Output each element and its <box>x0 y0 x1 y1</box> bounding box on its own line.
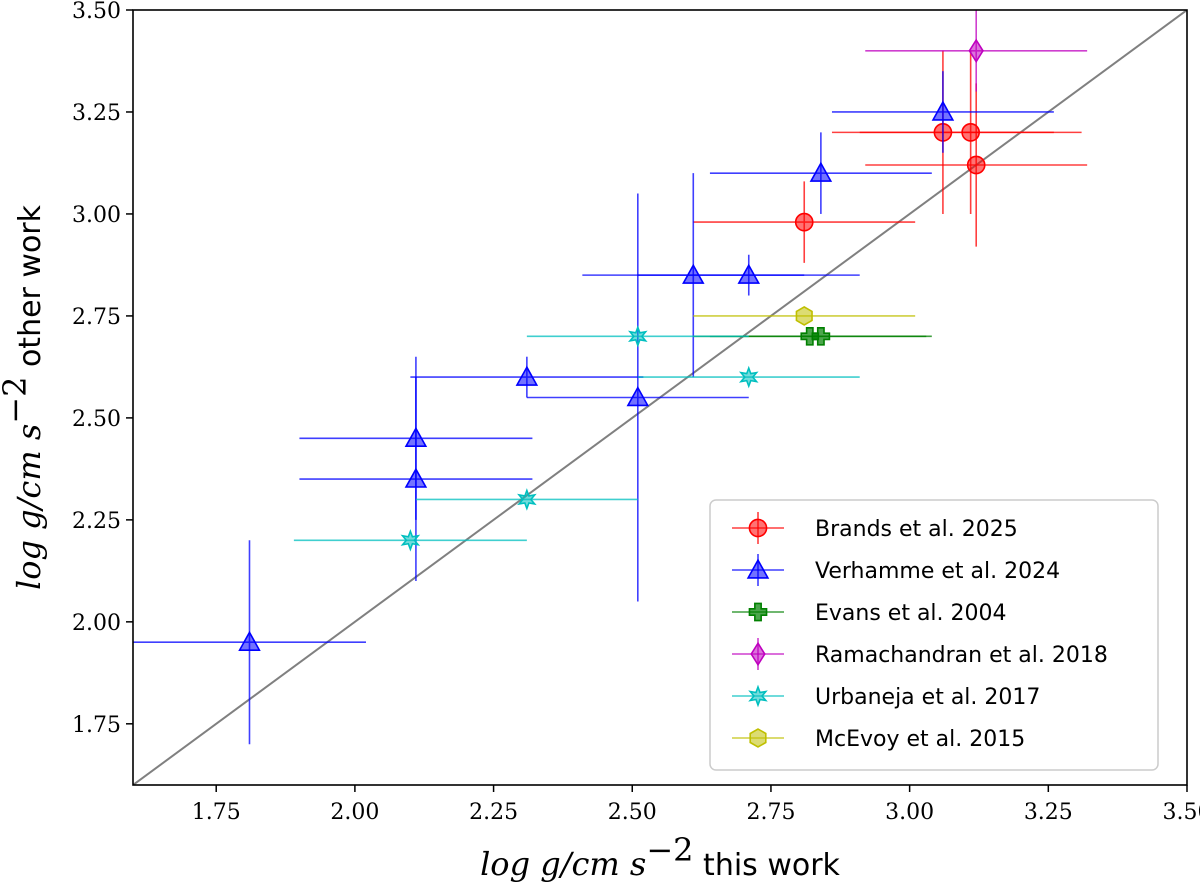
legend-marker <box>750 641 766 667</box>
data-point <box>404 467 428 488</box>
data-point <box>968 38 984 64</box>
data-point <box>961 123 981 142</box>
x-tick-label: 2.50 <box>608 800 657 825</box>
legend-marker <box>748 684 768 708</box>
x-tick-label: 3.25 <box>1024 800 1073 825</box>
legend-marker <box>749 728 767 748</box>
legend-marker <box>746 558 770 579</box>
data-point <box>682 263 705 284</box>
data-layer <box>133 10 1088 745</box>
y-axis-label: log g/cm s−2 other work <box>0 204 48 590</box>
x-tick-label: 2.25 <box>469 800 518 825</box>
legend-marker <box>748 518 768 538</box>
data-point <box>795 305 813 326</box>
data-point <box>738 365 759 389</box>
data-point <box>238 630 261 651</box>
legend-entry-label: Ramachandran et al. 2018 <box>815 643 1108 668</box>
legend-entry-label: Brands et al. 2025 <box>815 517 1018 542</box>
x-tick-label: 3.00 <box>885 800 934 825</box>
x-axis-label: log g/cm s−2 this work <box>480 831 840 883</box>
y-tick-label: 3.00 <box>72 203 121 228</box>
y-tick-label: 3.50 <box>72 0 121 24</box>
series-1 <box>133 71 1054 745</box>
series-4 <box>293 325 860 552</box>
series-5 <box>693 305 916 326</box>
axis-labels: log g/cm s−2 this work log g/cm s−2 othe… <box>0 204 841 883</box>
data-point <box>517 488 537 511</box>
data-point <box>794 212 814 232</box>
data-point <box>628 325 648 348</box>
data-point <box>931 100 955 121</box>
data-point <box>809 161 833 182</box>
series-0 <box>693 50 1088 263</box>
data-point <box>737 263 761 284</box>
data-point <box>400 528 421 552</box>
data-point <box>811 326 831 346</box>
y-tick-label: 2.00 <box>72 611 121 636</box>
data-point <box>966 155 986 175</box>
legend-entry-label: Verhamme et al. 2024 <box>815 559 1060 584</box>
legend-box <box>709 499 1159 771</box>
y-tick-label: 2.75 <box>72 305 121 330</box>
y-tick-label: 2.50 <box>72 407 121 432</box>
plot-frame <box>132 9 1188 786</box>
ticks-layer: 1.75 2.00 2.25 2.50 2.75 3.00 3.25 3.50 1.75 2.00… <box>72 0 1200 825</box>
series-3 <box>865 10 1088 92</box>
legend-entry-label: Urbaneja et al. 2017 <box>815 685 1040 710</box>
legend-marker <box>748 602 768 622</box>
legend: Brands et al. 2025 Verhamme et al. 2024 Ev… <box>709 499 1159 771</box>
legend-entry-label: McEvoy et al. 2015 <box>815 727 1025 752</box>
data-point <box>515 365 539 386</box>
x-tick-label: 2.00 <box>330 800 379 825</box>
y-tick-label: 2.25 <box>72 509 121 534</box>
y-tick-label: 1.75 <box>72 713 121 738</box>
y-tick-label: 3.25 <box>72 101 121 126</box>
x-tick-label: 2.75 <box>746 800 795 825</box>
x-tick-label: 1.75 <box>192 800 241 825</box>
data-point <box>626 385 650 407</box>
legend-entry-label: Evans et al. 2004 <box>815 601 1007 626</box>
x-tick-label: 3.50 <box>1163 800 1200 825</box>
